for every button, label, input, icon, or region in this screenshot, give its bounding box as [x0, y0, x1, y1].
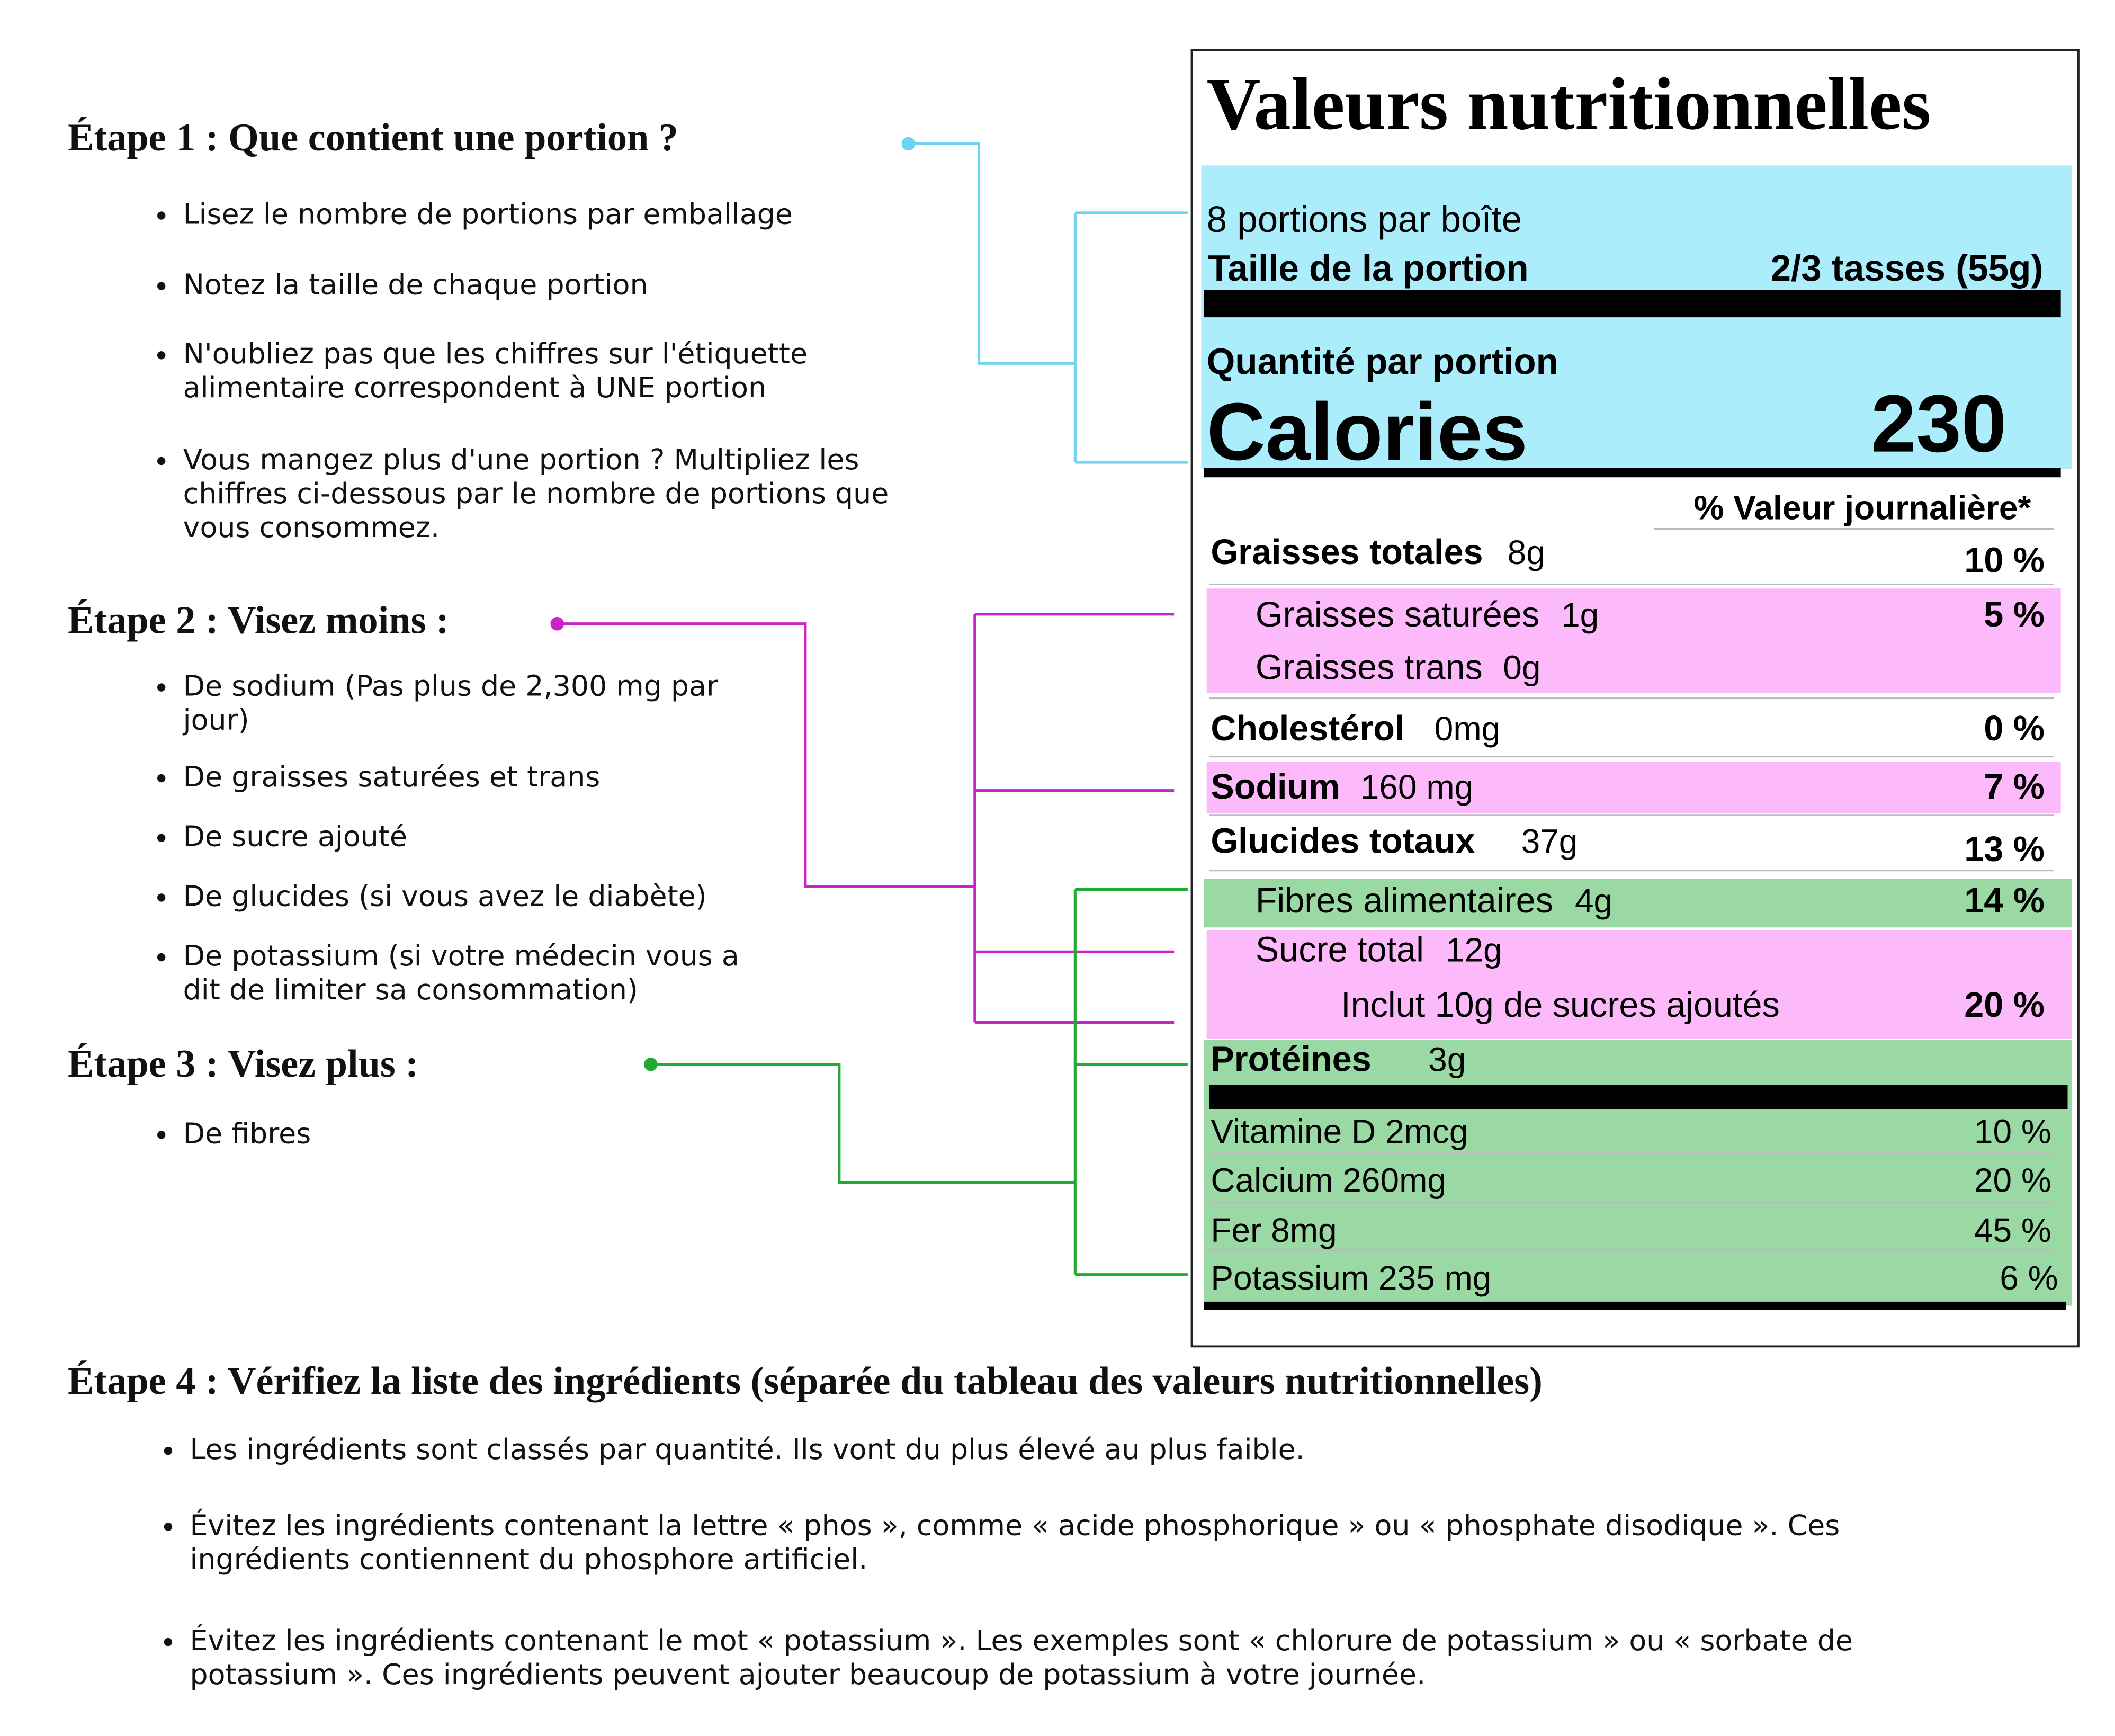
servings: 8 portions par boîte: [1207, 199, 1522, 240]
rule: [1204, 1301, 2066, 1310]
nutrient-row: Sodium 160 mg: [1211, 767, 1473, 807]
highlight-green: [1204, 879, 2072, 928]
separators: [1209, 527, 2054, 1251]
vitamin-dv: 6 %: [2000, 1259, 2058, 1297]
bullet: Notez la taille de chaque portion: [157, 269, 956, 302]
rule: [1209, 1085, 2068, 1109]
nutrient-amount: 0g: [1503, 649, 1540, 687]
nutrient-row: Inclut 10g de sucres ajoutés: [1341, 986, 1780, 1025]
bullet: Vous mangez plus d'une portion ? Multipl…: [157, 443, 956, 545]
nutrient-name: Graisses saturées: [1256, 595, 1539, 634]
nutrient-name: Sucre total: [1256, 930, 1424, 969]
bullet: N'oubliez pas que les chiffres sur l'éti…: [157, 338, 956, 406]
nutrient-row: Glucides totaux 37g: [1211, 821, 1578, 861]
nutrient-amount: 8g: [1508, 533, 1545, 571]
daily-value: 20 %: [1964, 986, 2045, 1025]
bullet: Évitez les ingrédients contenant la lett…: [164, 1509, 1966, 1577]
daily-value: 13 %: [1964, 830, 2045, 869]
amount-per-serving: Quantité par portion: [1207, 341, 1558, 382]
label-title: Valeurs nutritionnelles: [1207, 63, 1931, 145]
nutrient-row: Cholestérol 0mg: [1211, 709, 1500, 748]
nutrient-name: Graisses totales: [1211, 533, 1483, 572]
calories-value: 230: [1871, 378, 2006, 469]
highlight-blue: [1201, 165, 2072, 469]
nutrient-amount: 0mg: [1435, 710, 1500, 748]
nutrient-row: Graisses totales 8g: [1211, 533, 1545, 572]
step-title: Étape 4 : Vérifiez la liste des ingrédie…: [68, 1359, 1543, 1403]
daily-value: 5 %: [1984, 595, 2045, 634]
bullet: De glucides (si vous avez le diabète): [157, 880, 766, 914]
daily-value: 10 %: [1964, 541, 2045, 580]
nutrient-row: Sucre total 12g: [1256, 930, 1502, 969]
connector-green: [650, 888, 1188, 1276]
connector-blue: [908, 142, 1188, 464]
nutrient-amount: 12g: [1446, 930, 1502, 969]
nutrient-amount: 37g: [1521, 822, 1578, 860]
nutrient-name: Cholestérol: [1211, 709, 1404, 748]
rule: [1204, 468, 2061, 478]
calories-label: Calories: [1207, 386, 1528, 477]
nutrient-name: Sodium: [1211, 767, 1340, 807]
bullet: De sodium (Pas plus de 2,300 mg par jour…: [157, 670, 766, 738]
highlight-green: [1204, 1040, 2072, 1306]
nutrient-name: Glucides totaux: [1211, 821, 1475, 861]
bullet: Évitez les ingrédients contenant le mot …: [164, 1624, 1966, 1692]
bullet: De fibres: [157, 1117, 766, 1151]
bullet: De potassium (si votre médecin vous a di…: [157, 939, 766, 1007]
highlight-pink: [1206, 930, 2072, 1039]
vitamin-dv: 10 %: [1974, 1112, 2051, 1150]
nutrient-amount: 160 mg: [1360, 768, 1473, 806]
daily-value: 0 %: [1984, 709, 2045, 748]
highlight-pink: [1206, 588, 2061, 693]
vitamin-dv: 45 %: [1974, 1211, 2051, 1249]
step-title: Étape 2 : Visez moins :: [68, 599, 449, 643]
connector-dot: [550, 616, 564, 631]
daily-value: 14 %: [1964, 881, 2045, 920]
dv-header: % Valeur journalière*: [1694, 489, 2031, 527]
highlight-pink: [1206, 762, 2061, 814]
nutrient-row: Protéines 3g: [1211, 1040, 1466, 1079]
nutrient-row: Graisses saturées 1g: [1256, 595, 1599, 634]
vitamin-name: Vitamine D 2mcg: [1211, 1112, 1468, 1150]
nutrient-amount: 1g: [1561, 596, 1599, 634]
bullet: Lisez le nombre de portions par emballag…: [157, 198, 956, 232]
connector-dot: [901, 137, 916, 151]
connector-magenta: [557, 613, 1175, 1024]
nutrient-name: Inclut 10g de sucres ajoutés: [1341, 986, 1780, 1025]
bullet: Les ingrédients sont classés par quantit…: [164, 1433, 1966, 1467]
nutrient-name: Fibres alimentaires: [1256, 881, 1553, 920]
nutrient-amount: 4g: [1575, 882, 1612, 920]
serving-size-value: 2/3 tasses (55g): [1771, 247, 2044, 289]
bullet: De graisses saturées et trans: [157, 760, 766, 794]
nutrient-amount: 3g: [1428, 1041, 1466, 1079]
nutrient-name: Protéines: [1211, 1040, 1371, 1079]
vitamin-name: Fer 8mg: [1211, 1211, 1337, 1249]
nutrient-row: Graisses trans 0g: [1256, 648, 1541, 687]
connector-dot: [644, 1058, 658, 1071]
serving-size-label: Taille de la portion: [1208, 247, 1528, 289]
bullet: De sucre ajouté: [157, 820, 766, 854]
vitamin-dv: 20 %: [1974, 1161, 2051, 1200]
nutrient-name: Graisses trans: [1256, 648, 1483, 687]
rule: [1204, 290, 2061, 318]
vitamin-name: Potassium 235 mg: [1211, 1259, 1491, 1297]
step-title: Étape 1 : Que contient une portion ?: [68, 117, 678, 160]
vitamin-name: Calcium 260mg: [1211, 1161, 1446, 1200]
nutrient-row: Fibres alimentaires 4g: [1256, 881, 1612, 920]
daily-value: 7 %: [1984, 767, 2045, 807]
step-title: Étape 3 : Visez plus :: [68, 1042, 419, 1086]
